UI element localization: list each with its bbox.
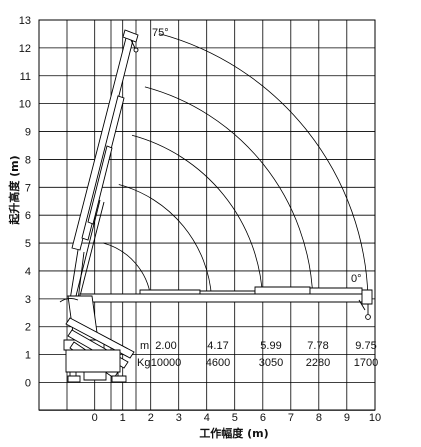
outrigger-foot: [67, 375, 81, 383]
hook-line: [130, 39, 136, 49]
load-value: 3050: [259, 357, 283, 369]
boom-foot: [77, 251, 85, 301]
radius-row-label: m: [140, 340, 149, 352]
reach-arcs: [102, 33, 370, 300]
load-row-label: Kg: [137, 357, 150, 369]
boom-knuckle: [358, 299, 366, 311]
y-tick-label: 10: [19, 99, 31, 111]
load-value: 4600: [206, 357, 230, 369]
x-axis-title: 工作幅度 (m): [199, 426, 268, 440]
reach-arc: [131, 134, 263, 298]
column-bracket: [59, 297, 79, 303]
y-tick-label: 2: [25, 322, 31, 334]
y-tick-label: 0: [25, 378, 31, 390]
y-tick-label: 11: [20, 71, 31, 83]
horizontal-boom-section: [199, 290, 256, 295]
y-tick-label: 4: [25, 266, 31, 278]
horizontal-boom: [79, 293, 371, 303]
folded-boom-section: [65, 317, 135, 359]
reach-arc: [144, 86, 314, 298]
y-axis-title: 起升高度 (m): [7, 155, 21, 225]
radius-value: 7.78: [307, 340, 328, 352]
reach-arc: [159, 33, 369, 298]
reach-arc: [102, 242, 152, 298]
raised-boom-section: [71, 33, 135, 251]
y-tick-label: 6: [25, 210, 31, 222]
x-tick-label: 5: [232, 412, 238, 424]
hook: [365, 314, 371, 320]
x-tick-label: 2: [148, 412, 154, 424]
max-angle-label: 75°: [152, 27, 169, 39]
y-tick-label: 12: [19, 43, 31, 55]
crane-base: [65, 349, 121, 373]
x-tick-label: 1: [120, 412, 126, 424]
y-tick-label: 9: [25, 127, 31, 139]
horizontal-boom-section: [309, 287, 363, 295]
boom-foot: [69, 249, 79, 301]
reach-arc: [118, 184, 212, 298]
y-tick-label: 13: [19, 15, 31, 27]
radius-value: 5.99: [260, 340, 281, 352]
outrigger-foot: [111, 375, 127, 383]
load-value: 10000: [151, 357, 182, 369]
y-tick-label: 1: [25, 350, 31, 362]
horizontal-boom-section: [139, 289, 201, 295]
radius-value: 9.75: [355, 340, 376, 352]
radius-value: 2.00: [155, 340, 176, 352]
min-angle-label: 0°: [351, 273, 362, 285]
crane-illustration: [59, 29, 373, 383]
hook: [133, 47, 139, 53]
luffing-cylinder: [79, 201, 105, 297]
load-table: m Kg 2.00 4.17 5.99 7.78 9.75 10000 4600 3050 22…: [137, 340, 378, 369]
luffing-cylinder: [75, 199, 101, 297]
y-tick-label: 7: [25, 182, 31, 194]
radius-value: 4.17: [207, 340, 228, 352]
x-tick-label: 4: [204, 412, 210, 424]
y-tick-label: 5: [25, 238, 31, 250]
x-tick-label: 0: [92, 412, 98, 424]
raised-boom-head: [122, 29, 139, 43]
x-tick-label: 10: [369, 412, 381, 424]
x-tick-label: 8: [316, 412, 322, 424]
x-tick-label: 3: [176, 412, 182, 424]
x-tick-label: 9: [344, 412, 350, 424]
horizontal-boom-head: [361, 289, 373, 305]
load-value: 1700: [354, 357, 378, 369]
x-tick-label: 7: [288, 412, 294, 424]
x-tick-label: 6: [260, 412, 266, 424]
y-tick-label: 3: [25, 294, 31, 306]
crane-base-plate: [83, 371, 107, 381]
horizontal-boom-section: [254, 286, 311, 295]
load-value: 2280: [306, 357, 330, 369]
raised-boom-inner-section: [87, 145, 113, 225]
y-tick-label: 8: [25, 154, 31, 166]
